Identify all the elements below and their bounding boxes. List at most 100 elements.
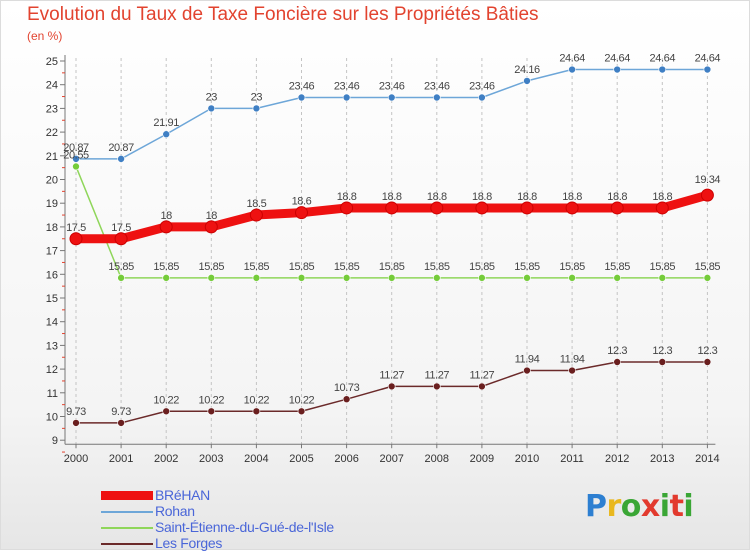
- series-3-label-2012: 12.3: [607, 345, 627, 357]
- y-tick-label-13: 13: [46, 340, 58, 352]
- series-1-point-2008: [432, 93, 441, 102]
- proxiti-logo: Proxiti: [585, 489, 694, 524]
- series-2-point-2008: [432, 274, 441, 282]
- series-1-point-2014: [703, 65, 712, 74]
- series-2-point-2007: [387, 274, 396, 282]
- chart-title: Evolution du Taux de Taxe Foncière sur l…: [27, 4, 539, 25]
- y-tick-label-10: 10: [46, 412, 58, 424]
- series-0-point-2002: [159, 220, 173, 234]
- series-0-label-2006: 18.8: [337, 191, 357, 203]
- series-2-label-2000: 20.55: [63, 149, 89, 161]
- series-3-label-2007: 11.27: [379, 369, 404, 381]
- series-1-point-2003: [207, 104, 216, 113]
- series-2-label-2012: 15.85: [604, 261, 630, 273]
- y-tick-label-25: 25: [46, 56, 58, 68]
- x-tick-label-2013: 2013: [650, 453, 674, 465]
- series-0-point-2009: [475, 201, 489, 215]
- series-1-label-2001: 20.87: [108, 142, 134, 154]
- series-2-point-2012: [613, 274, 622, 282]
- series-0-label-2007: 18.8: [382, 191, 402, 203]
- series-3-label-2010: 11.94: [515, 354, 540, 366]
- series-0-label-2013: 18.8: [652, 191, 672, 203]
- series-2-label-2005: 15.85: [289, 261, 315, 273]
- series-2-label-2008: 15.85: [424, 261, 450, 273]
- series-1-label-2013: 24.64: [650, 53, 676, 65]
- series-3-label-2000: 9.73: [66, 406, 86, 418]
- series-0-point-2011: [565, 201, 579, 215]
- series-0-point-2012: [610, 201, 624, 215]
- series-2-point-2013: [658, 274, 667, 282]
- series-1-label-2009: 23.46: [469, 80, 495, 92]
- series-2-point-2001: [117, 274, 125, 282]
- series-1-point-2012: [613, 65, 622, 74]
- legend-label-les-forges: Les Forges: [155, 535, 223, 551]
- series-2-label-2010: 15.85: [514, 261, 540, 273]
- series-1-label-2012: 24.64: [604, 53, 630, 65]
- x-tick-label-2011: 2011: [560, 453, 584, 465]
- legend-swatch-brehan: [101, 491, 153, 500]
- y-tick-label-11: 11: [47, 388, 58, 400]
- series-1-label-2014: 24.64: [695, 53, 721, 65]
- x-tick-label-2008: 2008: [425, 453, 449, 465]
- series-0-label-2010: 18.8: [517, 191, 537, 203]
- legend-swatch-les-forges: [101, 543, 153, 545]
- series-0-label-2005: 18.6: [292, 196, 312, 208]
- series-0-label-2008: 18.8: [427, 191, 447, 203]
- y-tick-label-20: 20: [46, 175, 58, 187]
- series-2-point-2011: [568, 274, 576, 282]
- series-3-label-2011: 11.94: [560, 354, 585, 366]
- x-tick-label-2003: 2003: [199, 453, 223, 465]
- series-0-point-2007: [385, 201, 399, 215]
- x-tick-label-2005: 2005: [289, 453, 313, 465]
- series-2-label-2004: 15.85: [244, 261, 270, 273]
- x-tick-label-2000: 2000: [64, 453, 88, 465]
- series-1-point-2001: [117, 155, 125, 163]
- series-0-label-2002: 18: [160, 210, 172, 222]
- series-3-label-2001: 9.73: [111, 406, 131, 418]
- series-3-label-2002: 10.22: [153, 394, 179, 406]
- series-1-point-2009: [478, 93, 486, 102]
- series-3-label-2005: 10.22: [289, 394, 315, 406]
- y-tick-label-9: 9: [52, 435, 58, 447]
- series-0-label-2000: 17.5: [66, 222, 86, 234]
- series-2-label-2006: 15.85: [334, 261, 360, 273]
- series-1-point-2000: [72, 155, 80, 163]
- series-0-point-2008: [430, 201, 444, 215]
- series-2-label-2009: 15.85: [469, 261, 495, 273]
- series-2-point-2000: [72, 162, 80, 171]
- series-0-point-2010: [520, 201, 534, 215]
- legend-label-brehan: BRéHAN: [155, 487, 210, 503]
- series-3-point-2013: [658, 358, 667, 366]
- legend-swatch-saint-etienne: [101, 527, 153, 529]
- x-tick-label-2007: 2007: [379, 453, 403, 465]
- x-tick-label-2010: 2010: [515, 453, 539, 465]
- y-tick-label-14: 14: [46, 317, 58, 329]
- series-3-point-2001: [117, 419, 125, 427]
- series-0-label-2001: 17.5: [111, 222, 131, 234]
- series-2-label-2002: 15.85: [153, 261, 179, 273]
- y-tick-label-21: 21: [46, 151, 58, 163]
- series-2-point-2005: [297, 274, 306, 282]
- series-0-label-2003: 18: [206, 210, 218, 222]
- series-2-point-2014: [703, 274, 712, 282]
- series-2-point-2009: [478, 274, 486, 282]
- series-2-label-2014: 15.85: [695, 261, 721, 273]
- y-tick-label-18: 18: [46, 222, 58, 234]
- series-1-label-2003: 23: [206, 91, 218, 103]
- series-3-point-2005: [297, 407, 306, 416]
- series-0-label-2014: 19.34: [695, 174, 721, 186]
- series-2-label-2003: 15.85: [199, 261, 225, 273]
- y-tick-label-22: 22: [46, 127, 58, 139]
- series-0-label-2012: 18.8: [607, 191, 627, 203]
- series-1-label-2010: 24.16: [514, 64, 540, 76]
- series-3-point-2000: [72, 419, 80, 427]
- series-1-point-2002: [162, 130, 170, 139]
- series-1-label-2004: 23: [251, 91, 263, 103]
- y-tick-label-12: 12: [46, 364, 58, 376]
- series-1-point-2006: [342, 93, 351, 102]
- x-tick-label-2001: 2001: [109, 453, 133, 465]
- series-1-point-2013: [658, 65, 667, 74]
- series-2-label-2001: 15.85: [108, 261, 134, 273]
